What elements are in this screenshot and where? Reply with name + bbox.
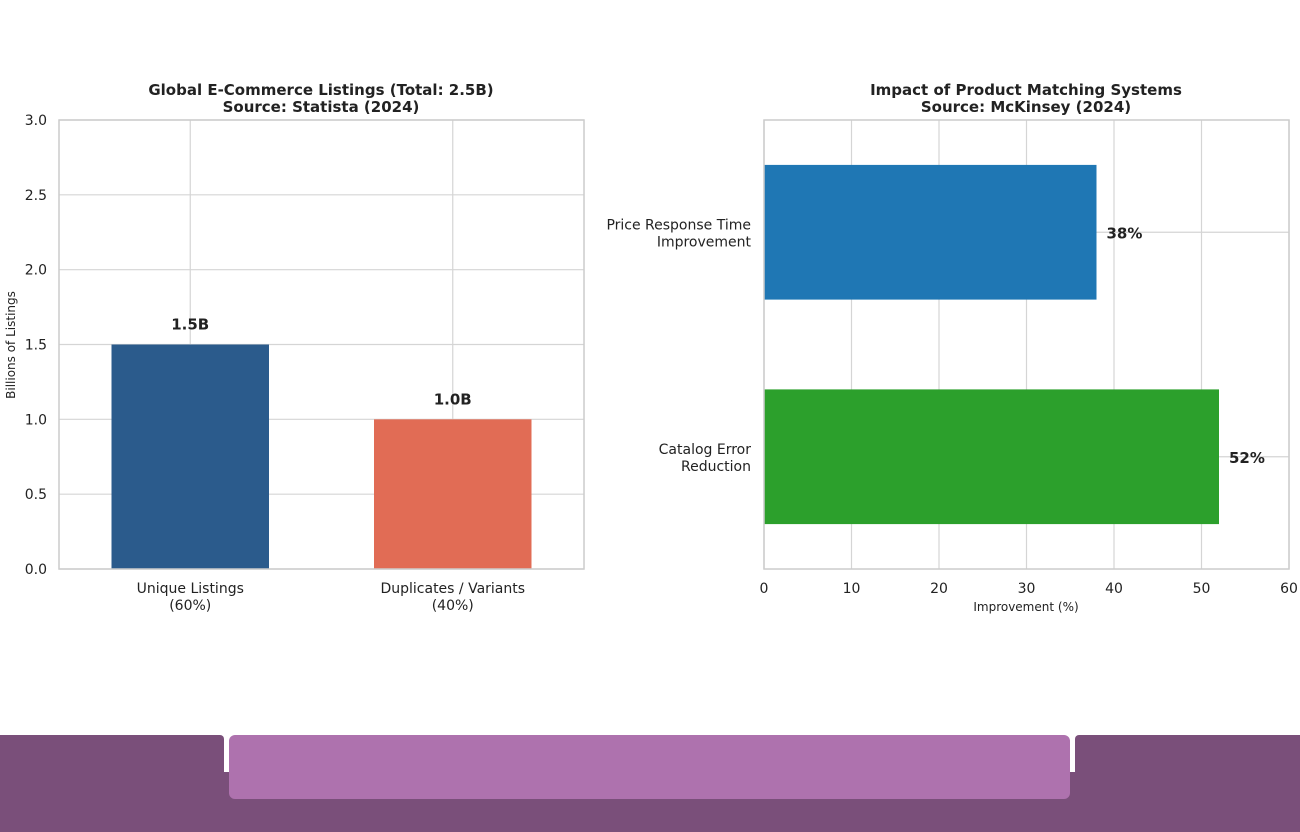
chart-listings-bars (111, 344, 532, 569)
chart-listings-y-ticks: 0.0 0.5 1.0 1.5 2.0 2.5 3.0 (25, 113, 47, 578)
charts-canvas: Global E-Commerce Listings (Total: 2.5B)… (4, 81, 1298, 614)
chart-matching-bars (764, 164, 1219, 525)
x-tick-label: Duplicates / Variants (40%) (380, 581, 525, 614)
y-tick-label: 2.5 (25, 188, 47, 204)
data-label: 1.0B (434, 390, 472, 408)
y-tick-label: 3.0 (25, 113, 47, 129)
x-tick-label: 10 (843, 581, 861, 597)
x-tick-label: 0 (760, 581, 769, 597)
chart-listings-x-ticks: Unique Listings (60%) Duplicates / Variant… (137, 581, 525, 614)
x-tick-label: 60 (1280, 581, 1298, 597)
y-tick-label: 1.5 (25, 338, 47, 354)
chart-matching-title: Impact of Product Matching Systems (870, 81, 1182, 99)
data-label: 38% (1107, 224, 1143, 242)
y-tick-label: 0.0 (25, 562, 47, 578)
chart-matching-data-labels: 38% 52% (1107, 224, 1265, 467)
footer-left-panel (0, 735, 224, 832)
y-tick-label: 1.0 (25, 412, 47, 428)
x-tick-label: 50 (1193, 581, 1211, 597)
chart-matching-x-ticks: 0 10 20 30 40 50 60 (760, 581, 1298, 597)
footer-right-panel (1075, 735, 1300, 832)
chart-listings-frame (58, 119, 585, 570)
chart-matching-frame (763, 119, 1290, 570)
x-tick-label: 30 (1018, 581, 1036, 597)
chart-matching: Impact of Product Matching Systems Sourc… (606, 81, 1297, 614)
bar (764, 389, 1219, 525)
chart-listings-y-axis-label: Billions of Listings (4, 291, 18, 399)
chart-listings-subtitle: Source: Statista (2024) (223, 98, 420, 116)
chart-listings-title: Global E-Commerce Listings (Total: 2.5B) (148, 81, 493, 99)
y-tick-label: Price Response Time Improvement (606, 217, 751, 250)
bar (374, 419, 532, 569)
chart-matching-y-ticks: Price Response Time Improvement Catalog Er… (606, 217, 751, 475)
chart-matching-subtitle: Source: McKinsey (2024) (921, 98, 1131, 116)
bar (111, 344, 269, 569)
data-label: 1.5B (171, 316, 209, 334)
chart-listings-data-labels: 1.5B 1.0B (171, 316, 472, 409)
y-tick-label: 0.5 (25, 487, 47, 503)
chart-listings: Global E-Commerce Listings (Total: 2.5B)… (4, 81, 585, 614)
data-label: 52% (1229, 449, 1265, 467)
bar (764, 164, 1097, 300)
x-tick-label: 40 (1105, 581, 1123, 597)
chart-matching-x-axis-label: Improvement (%) (973, 600, 1078, 614)
footer-center-panel (229, 735, 1070, 799)
x-tick-label: Unique Listings (60%) (137, 581, 244, 614)
y-tick-label: 2.0 (25, 263, 47, 279)
y-tick-label: Catalog Error Reduction (659, 442, 752, 475)
x-tick-label: 20 (930, 581, 948, 597)
